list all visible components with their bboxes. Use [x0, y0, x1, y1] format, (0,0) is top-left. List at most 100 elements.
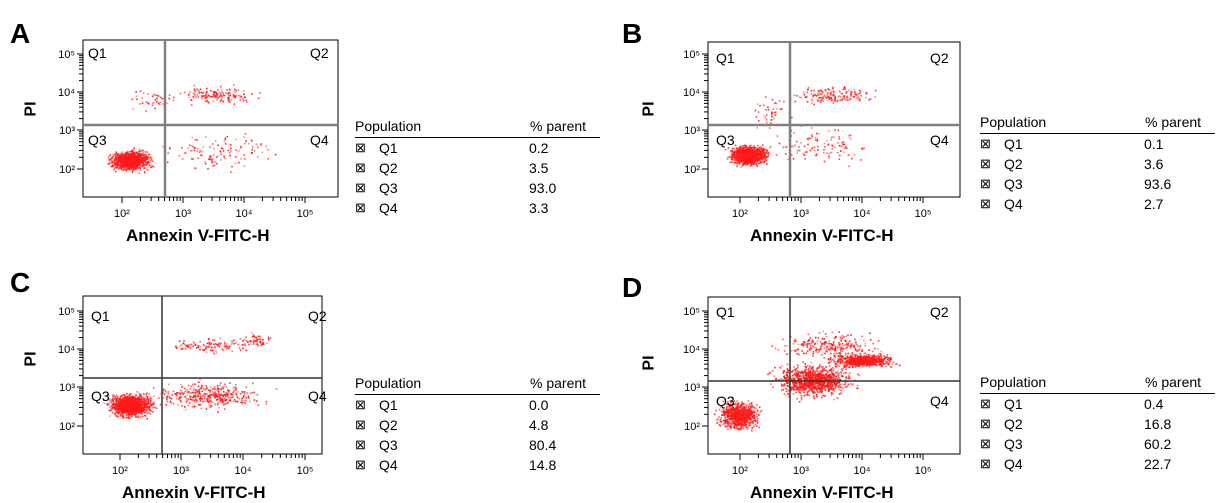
event-point: [144, 171, 146, 173]
event-point: [214, 161, 216, 163]
event-point: [224, 342, 226, 344]
event-point: [207, 168, 209, 170]
event-point: [147, 93, 149, 95]
event-point: [141, 399, 143, 401]
event-point: [194, 88, 196, 90]
event-point: [126, 169, 128, 171]
legend-row-name: Q1: [379, 138, 529, 158]
event-point: [833, 91, 835, 93]
event-point: [761, 161, 763, 163]
event-point: [138, 160, 140, 162]
quadrant-label-q2: Q2: [310, 45, 329, 61]
event-point: [147, 169, 149, 171]
event-point: [234, 399, 236, 401]
event-point: [194, 342, 196, 344]
event-point: [765, 96, 767, 98]
event-point: [727, 158, 729, 160]
event-point: [125, 161, 127, 163]
event-point: [757, 166, 759, 168]
event-point: [822, 92, 824, 94]
event-point: [169, 397, 171, 399]
event-point: [739, 146, 741, 148]
event-point: [216, 156, 218, 158]
event-point: [208, 102, 210, 104]
event-point: [843, 141, 845, 143]
event-point: [251, 149, 253, 151]
event-point: [190, 150, 192, 152]
event-point: [120, 398, 122, 400]
event-point: [210, 90, 212, 92]
event-point: [186, 344, 188, 346]
event-point: [761, 147, 763, 149]
event-point: [195, 168, 197, 170]
event-point: [243, 400, 245, 402]
event-point: [807, 91, 809, 93]
event-point: [146, 410, 148, 412]
event-point: [207, 101, 209, 103]
event-point: [758, 163, 760, 165]
event-point: [853, 89, 855, 91]
event-point: [193, 96, 195, 98]
event-point: [116, 162, 118, 164]
event-point: [230, 171, 232, 173]
event-point: [160, 97, 162, 99]
event-point: [200, 396, 202, 398]
event-point: [189, 145, 191, 147]
event-point: [833, 136, 835, 138]
event-point: [746, 163, 748, 165]
event-point: [807, 89, 809, 91]
event-point: [182, 348, 184, 350]
event-point: [210, 387, 212, 389]
event-point: [229, 89, 231, 91]
event-point: [242, 397, 244, 399]
event-point: [850, 93, 852, 95]
event-point: [134, 399, 136, 401]
event-point: [192, 392, 194, 394]
event-point: [191, 386, 193, 388]
event-point: [154, 108, 156, 110]
event-point: [192, 397, 194, 399]
event-point: [734, 162, 736, 164]
event-point: [840, 100, 842, 102]
event-point: [125, 410, 127, 412]
event-point: [227, 136, 229, 138]
event-point: [773, 118, 775, 120]
event-point: [224, 400, 226, 402]
event-point: [180, 400, 182, 402]
event-point: [826, 152, 828, 154]
event-point: [240, 99, 242, 101]
event-point: [130, 161, 132, 163]
event-point: [141, 407, 143, 409]
event-point: [199, 392, 201, 394]
event-point: [142, 161, 144, 163]
event-point: [744, 152, 746, 154]
event-point: [238, 162, 240, 164]
legend-row-name: Q4: [1004, 194, 1144, 214]
event-point: [196, 139, 198, 141]
event-point: [858, 97, 860, 99]
event-point: [146, 392, 148, 394]
event-point: [123, 166, 125, 168]
event-point: [757, 149, 759, 151]
event-point: [149, 165, 151, 167]
event-point: [837, 96, 839, 98]
event-point: [819, 101, 821, 103]
event-point: [121, 151, 123, 153]
event-point: [173, 390, 175, 392]
event-point: [145, 101, 147, 103]
event-point: [116, 415, 118, 417]
event-points: [103, 332, 277, 419]
event-point: [130, 168, 132, 170]
event-point: [757, 145, 759, 147]
event-point: [185, 152, 187, 154]
event-point: [147, 398, 149, 400]
event-point: [192, 406, 194, 408]
event-point: [232, 342, 234, 344]
event-point: [808, 138, 810, 140]
event-point: [142, 152, 144, 154]
event-point: [800, 142, 802, 144]
event-point: [166, 404, 168, 406]
event-point: [214, 386, 216, 388]
event-point: [116, 159, 118, 161]
event-point: [183, 343, 185, 345]
